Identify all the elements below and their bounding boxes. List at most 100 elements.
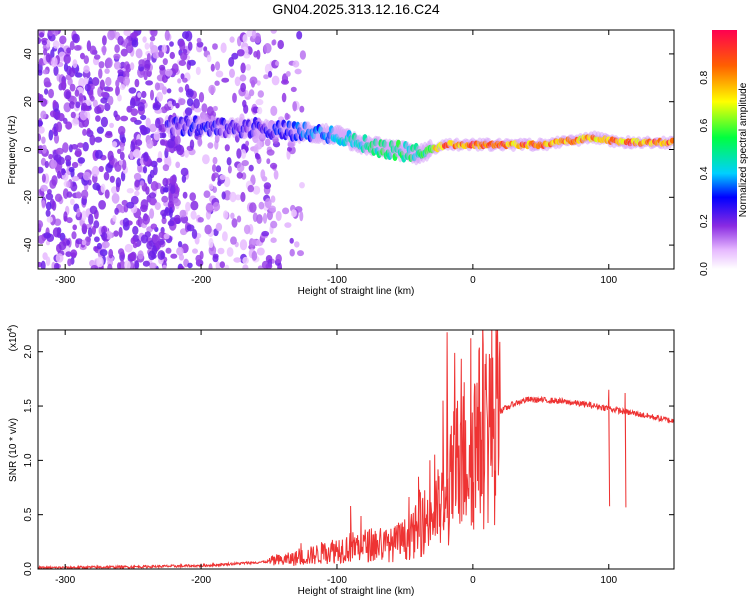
spectrogram-cell [62,142,69,153]
spectrogram-cell [130,108,139,116]
spectrogram-cell [134,260,140,269]
spectrogram-y-tick-label: -40 [23,237,34,252]
spectrogram-cell [119,151,125,161]
spectrogram-cell [66,217,73,224]
spectrogram-cell [118,226,123,238]
spectrogram-cell [105,130,113,136]
spectrogram-cell [55,147,64,155]
spectrogram-cell [163,233,170,240]
spectrogram-cell [69,40,75,51]
spectrogram-cell [245,64,251,71]
spectrogram-cell [71,161,79,169]
spectrogram-cell [187,41,193,51]
spectrogram-cell [167,100,173,107]
snr-y-tick-label: 1.0 [23,453,34,467]
spectrogram-cell [66,47,72,54]
spectrogram-cell [42,69,49,75]
spectrogram-cell [250,174,256,184]
spectrogram-cell [229,68,235,79]
spectrogram-cell [193,107,202,113]
spectrogram-cell [215,165,222,173]
spectrogram-cell [195,66,201,76]
spectrogram-cell [208,183,214,190]
spectrogram-cell [83,77,89,86]
spectrogram-cell [45,52,51,63]
spectrogram-cell [145,117,151,128]
spectrogram-cell [260,169,266,180]
spectrogram-cell [190,210,197,220]
spectrogram-cell [236,49,245,57]
spectrogram-cell [47,189,52,195]
spectrogram-cell [669,137,674,144]
spectrogram-cell [204,224,212,235]
spectrogram-cell [255,98,264,106]
spectrogram-x-tick-label: 100 [600,275,617,286]
spectrogram-cell [38,126,45,134]
spectrogram-cell [257,106,263,115]
spectrogram-cell [53,130,59,137]
spectrogram-cell [180,167,189,177]
spectrogram-cell [232,92,237,103]
spectrogram-cell [117,94,122,102]
spectrogram-cell [45,201,52,211]
spectrogram-cell [65,91,71,100]
spectrogram-cell [125,42,134,54]
spectrogram-cell [137,102,145,112]
spectrogram-cell [56,121,63,133]
spectrogram-cell [43,77,51,87]
spectrogram-cell [215,70,224,78]
spectrogram-cell [156,91,163,102]
spectrogram-cell [89,95,95,102]
spectrogram-cell [224,264,230,269]
spectrogram-cell [83,65,90,74]
snr-y-tick-label: 2.0 [23,344,34,358]
spectrogram-cell [192,248,198,254]
spectrogram-cell [208,84,216,95]
spectrogram-cell [96,242,102,250]
spectrogram-cell [40,260,46,269]
spectrogram-cells [38,30,674,269]
spectrogram-y-tick-label: 40 [23,48,34,60]
spectrogram-cell [94,149,103,159]
spectrogram-cell [178,265,185,269]
spectrogram-cell [38,120,44,127]
spectrogram-cell [126,201,135,209]
spectrogram-cell [299,105,305,113]
spectrogram-cell [53,65,59,77]
spectrogram-cell [76,208,81,218]
spectrogram-cell [71,118,79,126]
spectrogram-cell [240,191,246,203]
spectrogram-cell [105,76,112,87]
spectrogram-y-tick-label: 20 [23,96,34,108]
spectrogram-cell [150,30,158,37]
spectrogram-cell [184,149,190,158]
spectrogram-cell [221,191,226,200]
spectrogram-cell [228,57,235,67]
spectrogram-cell [167,220,175,227]
spectrogram-cell [83,55,90,65]
spectrogram-cell [162,187,169,193]
spectrogram-cell [120,48,128,57]
spectrogram-cell [153,165,158,176]
spectrogram-cell [134,190,140,197]
spectrogram-cell [212,253,219,259]
spectrogram-cell [82,128,87,136]
spectrogram-cell [178,98,186,106]
spectrogram-cell [164,30,170,41]
colorbar-tick-label: 0.2 [699,214,710,228]
spectrogram-cell [256,139,263,150]
spectrogram-cell [84,83,91,92]
spectrogram-cell [63,54,71,64]
spectrogram-cell [130,237,136,245]
spectrogram-cell [79,109,88,121]
spectrogram-cell [91,165,100,177]
spectrogram-cell [54,193,63,202]
spectrogram-cell [52,40,60,49]
spectrogram-cell [111,193,120,204]
spectrogram-cell [117,35,124,46]
spectrogram-cell [263,182,272,190]
spectrogram-cell [45,209,51,217]
spectrogram-cell [95,115,101,122]
